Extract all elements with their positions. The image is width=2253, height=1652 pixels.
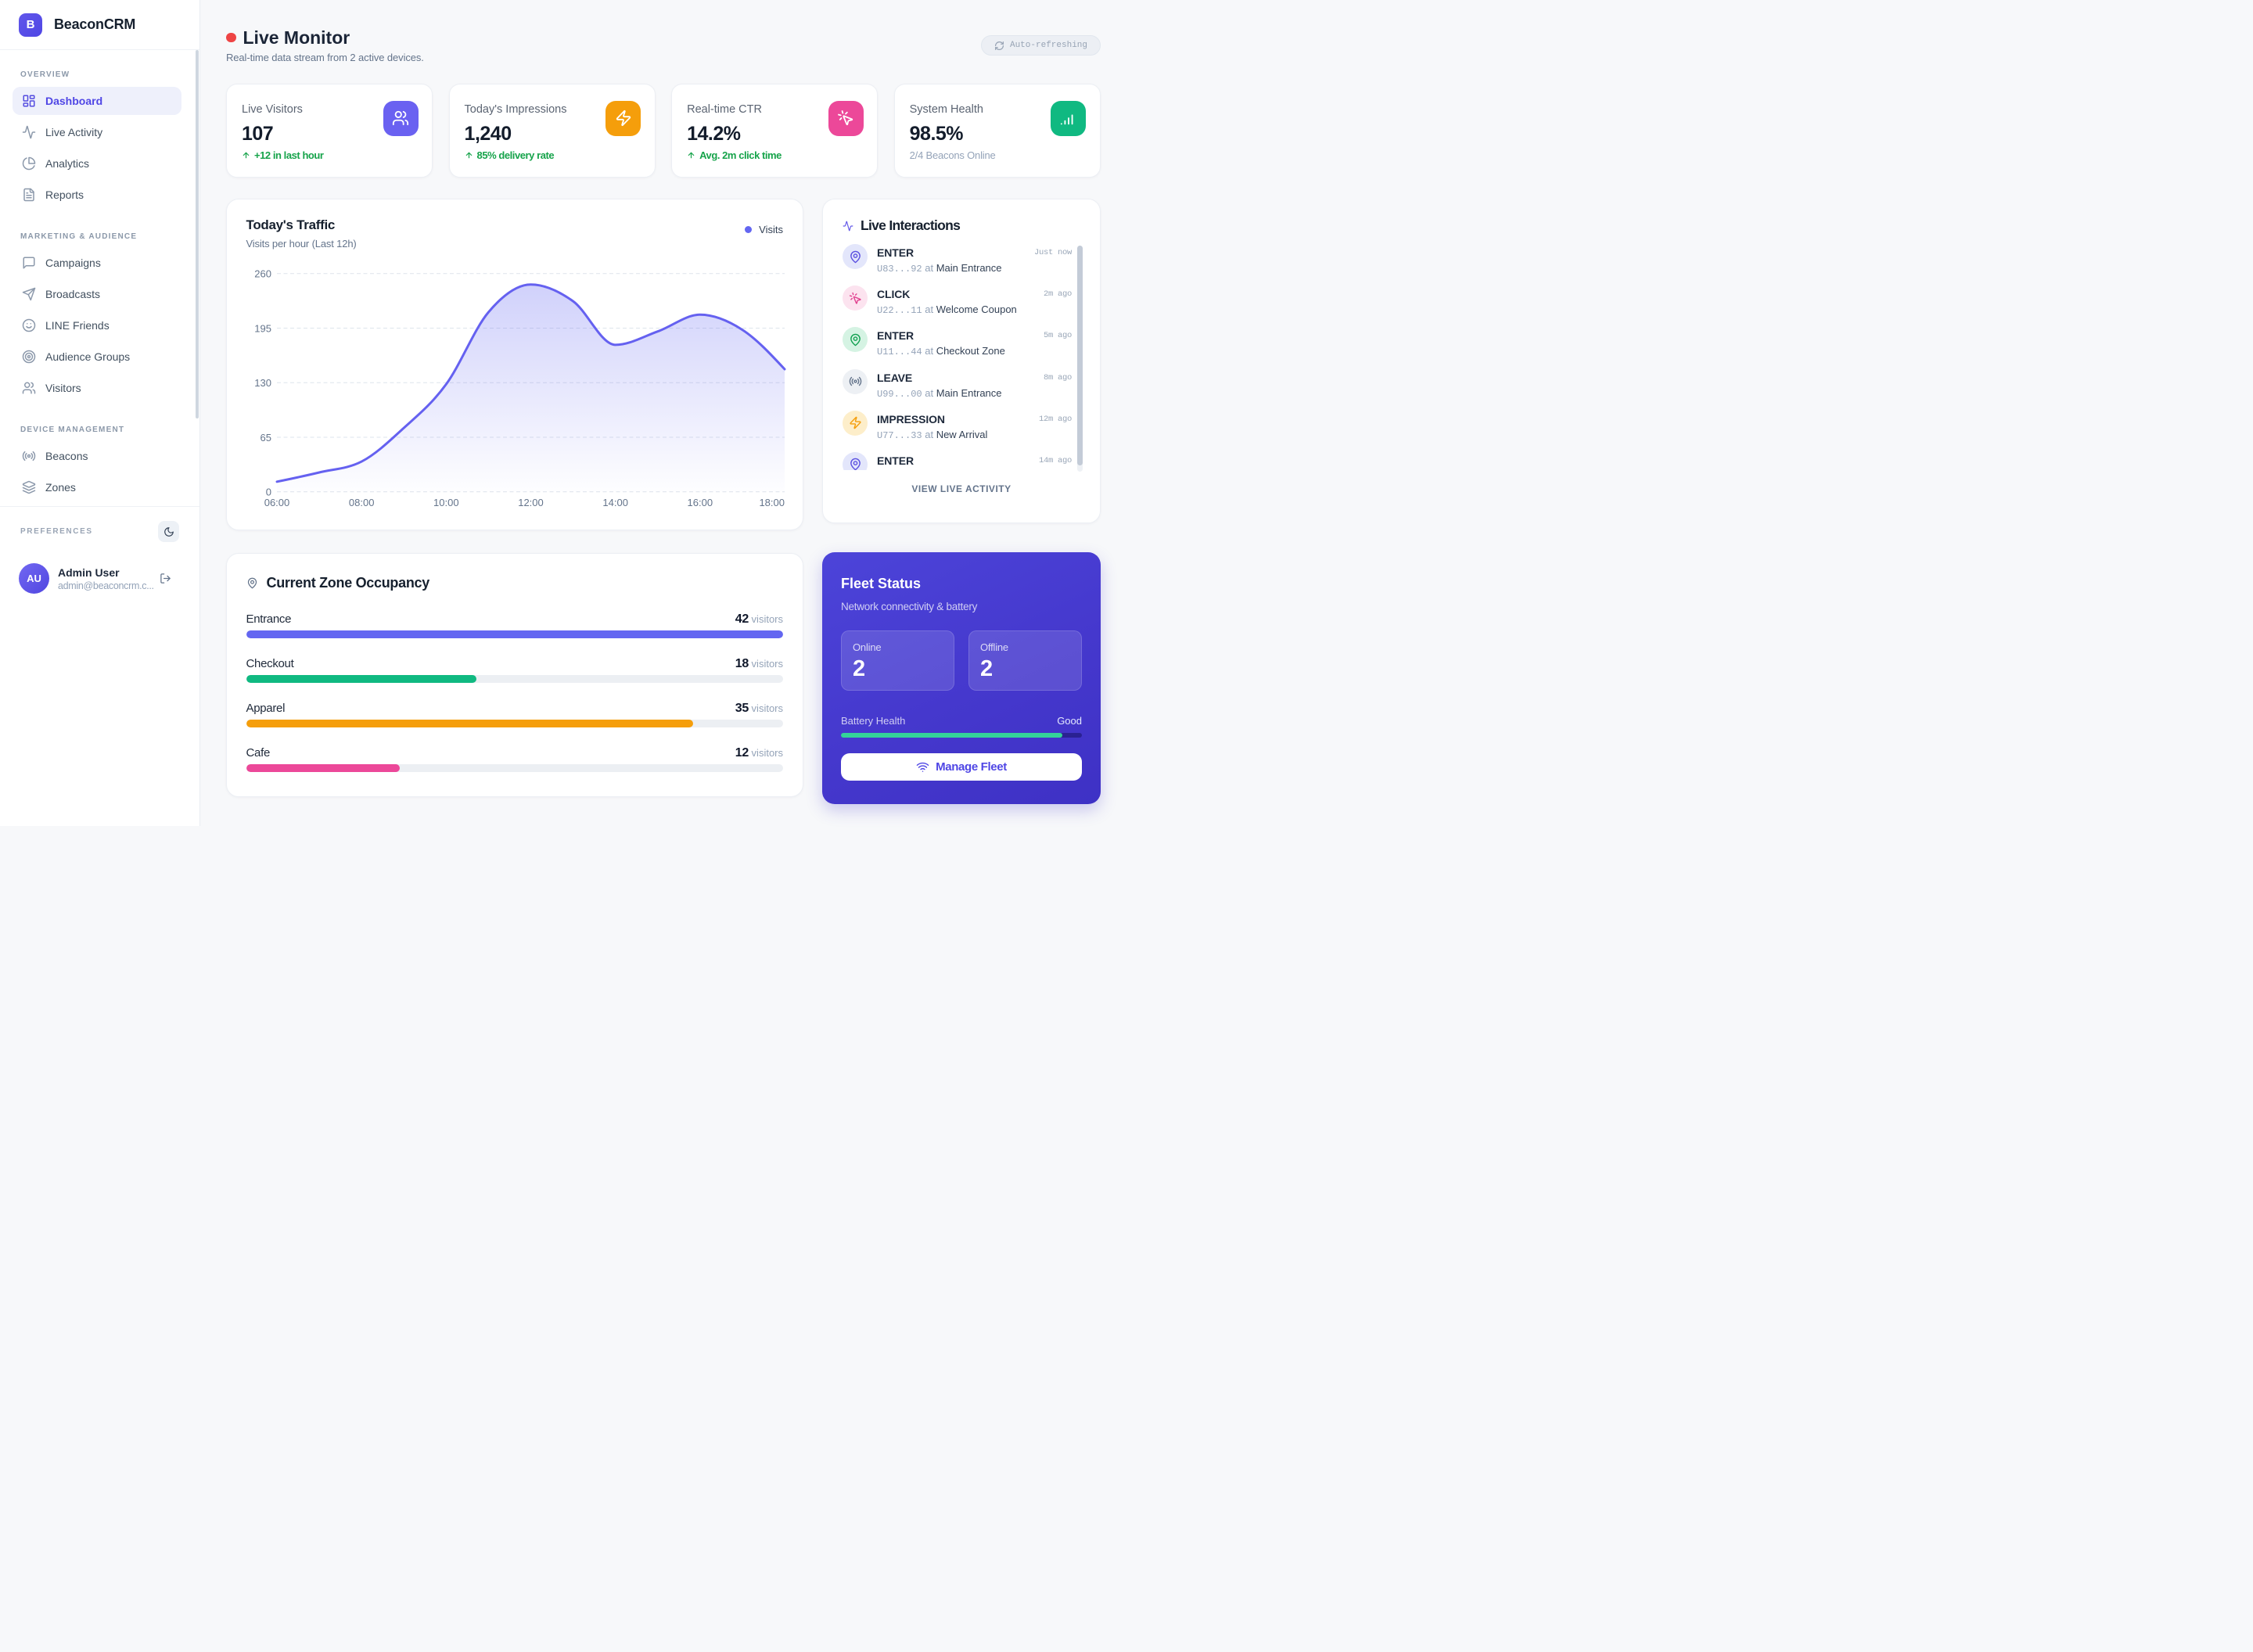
- svg-text:12:00: 12:00: [518, 497, 544, 508]
- svg-text:130: 130: [254, 377, 271, 389]
- svg-text:260: 260: [254, 268, 271, 280]
- svg-text:06:00: 06:00: [264, 497, 290, 508]
- svg-text:16:00: 16:00: [688, 497, 713, 508]
- svg-text:14:00: 14:00: [602, 497, 628, 508]
- svg-text:195: 195: [254, 322, 271, 334]
- svg-text:65: 65: [261, 432, 271, 444]
- svg-text:0: 0: [266, 487, 271, 498]
- svg-text:18:00: 18:00: [759, 497, 785, 508]
- svg-text:10:00: 10:00: [433, 497, 459, 508]
- svg-text:08:00: 08:00: [349, 497, 375, 508]
